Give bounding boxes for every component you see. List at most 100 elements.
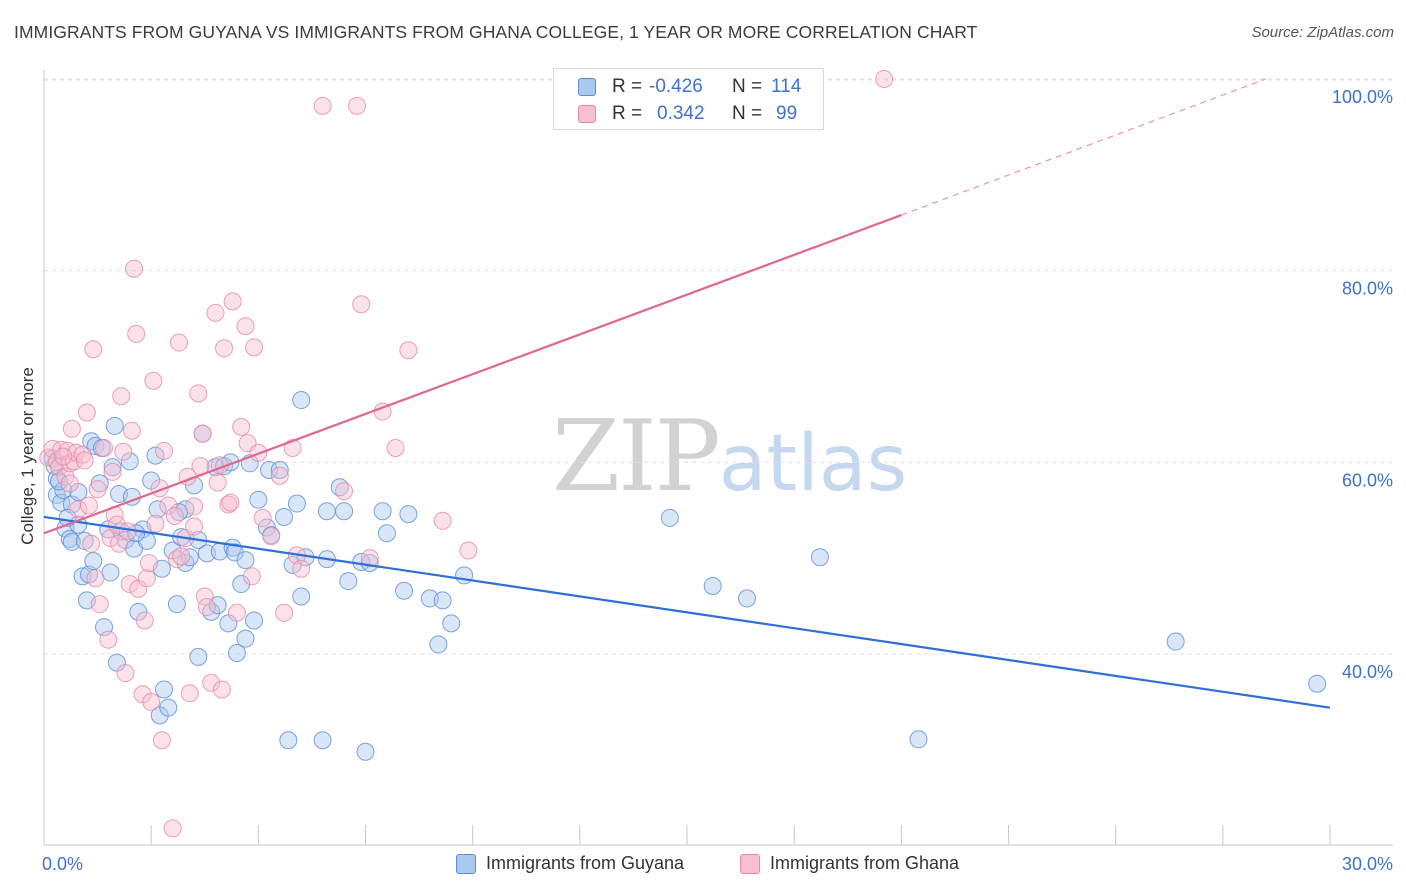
point-ghana xyxy=(170,333,189,352)
point-ghana xyxy=(215,339,234,358)
stats-legend: R = -0.426 N = 114 R = 0.342 N = 99 xyxy=(553,68,824,130)
point-ghana xyxy=(103,462,122,481)
point-ghana xyxy=(95,438,114,457)
point-guyana xyxy=(155,680,174,699)
point-ghana xyxy=(193,424,212,443)
point-ghana xyxy=(386,438,405,457)
point-ghana xyxy=(223,292,242,311)
legend-r-value: 0.342 xyxy=(657,103,705,124)
point-ghana xyxy=(163,819,182,838)
legend-n-label: N = xyxy=(732,76,763,97)
point-ghana xyxy=(232,417,251,436)
point-ghana xyxy=(236,317,255,336)
point-ghana xyxy=(197,598,216,617)
point-guyana xyxy=(62,532,81,551)
point-ghana xyxy=(313,96,332,115)
point-guyana xyxy=(148,500,167,519)
y-tick-label: 100.0% xyxy=(1332,87,1393,107)
point-ghana xyxy=(54,447,73,466)
point-guyana xyxy=(105,416,124,435)
point-guyana xyxy=(101,563,120,582)
point-guyana xyxy=(245,611,264,630)
point-ghana xyxy=(86,569,105,588)
point-ghana xyxy=(99,630,118,649)
legend-n-label: N = xyxy=(732,103,763,124)
point-ghana xyxy=(253,508,272,527)
point-ghana xyxy=(75,451,94,470)
point-ghana xyxy=(144,371,163,390)
point-ghana xyxy=(52,440,71,459)
series-swatch-ghana xyxy=(740,854,760,874)
point-guyana xyxy=(317,502,336,521)
legend-n-value: 114 xyxy=(771,76,802,97)
point-ghana xyxy=(227,603,246,622)
point-ghana xyxy=(137,569,156,588)
point-ghana xyxy=(80,496,99,515)
point-ghana xyxy=(185,497,204,516)
point-ghana xyxy=(180,684,199,703)
point-ghana xyxy=(125,259,144,278)
point-ghana xyxy=(206,303,225,322)
point-ghana xyxy=(270,466,289,485)
point-ghana xyxy=(399,341,418,360)
point-ghana xyxy=(347,96,366,115)
watermark: ZIPatlas xyxy=(552,400,907,514)
point-guyana xyxy=(433,591,452,610)
point-guyana xyxy=(455,566,474,585)
point-guyana xyxy=(103,458,122,477)
legend-swatch-guyana xyxy=(578,78,596,96)
point-ghana xyxy=(159,496,178,515)
legend-swatch-ghana xyxy=(578,105,596,123)
point-guyana xyxy=(810,548,829,567)
point-guyana xyxy=(227,644,246,663)
point-ghana xyxy=(60,474,79,493)
point-ghana xyxy=(142,692,161,711)
point-ghana xyxy=(221,493,240,512)
series-swatch-guyana xyxy=(456,854,476,874)
point-guyana xyxy=(236,629,255,648)
y-tick-label: 60.0% xyxy=(1342,470,1393,490)
point-guyana xyxy=(189,647,208,666)
point-ghana xyxy=(202,673,221,692)
point-ghana xyxy=(152,731,171,750)
point-guyana xyxy=(232,575,251,594)
point-guyana xyxy=(660,508,679,527)
point-guyana xyxy=(120,452,139,471)
point-ghana xyxy=(189,384,208,403)
point-ghana xyxy=(88,480,107,499)
point-guyana xyxy=(84,552,103,571)
source-note: Source: ZipAtlas.com xyxy=(1251,24,1394,41)
series-label-guyana: Immigrants from Guyana xyxy=(486,853,685,873)
series-legend: Immigrants from Guyana Immigrants from G… xyxy=(0,853,1406,877)
point-guyana xyxy=(279,731,298,750)
chart-title: IMMIGRANTS FROM GUYANA VS IMMIGRANTS FRO… xyxy=(14,22,978,42)
point-ghana xyxy=(146,514,165,533)
point-ghana xyxy=(352,295,371,314)
point-guyana xyxy=(146,446,165,465)
point-ghana xyxy=(112,387,131,406)
x-tick-label: 30.0% xyxy=(1342,854,1393,874)
trendline-ghana xyxy=(43,214,902,535)
point-guyana xyxy=(159,698,178,717)
point-guyana xyxy=(287,494,306,513)
point-ghana xyxy=(875,70,894,88)
point-guyana xyxy=(236,551,255,570)
point-guyana xyxy=(377,524,396,543)
legend-n-value: 99 xyxy=(776,103,798,124)
point-guyana xyxy=(292,391,311,410)
point-ghana xyxy=(172,547,191,566)
series-label-ghana: Immigrants from Ghana xyxy=(770,853,960,873)
point-ghana xyxy=(110,534,129,553)
legend-r-label: R = xyxy=(612,103,643,124)
point-guyana xyxy=(292,587,311,606)
point-ghana xyxy=(62,419,81,438)
y-tick-label: 40.0% xyxy=(1342,662,1393,682)
point-guyana xyxy=(703,576,722,595)
point-ghana xyxy=(433,511,452,530)
trendline-guyana xyxy=(43,515,1331,709)
watermark-zip: ZIP xyxy=(552,400,721,514)
legend-r-label: R = xyxy=(612,76,643,97)
legend-row-ghana: R = 0.342 N = 99 xyxy=(554,100,825,128)
point-ghana xyxy=(360,549,379,568)
